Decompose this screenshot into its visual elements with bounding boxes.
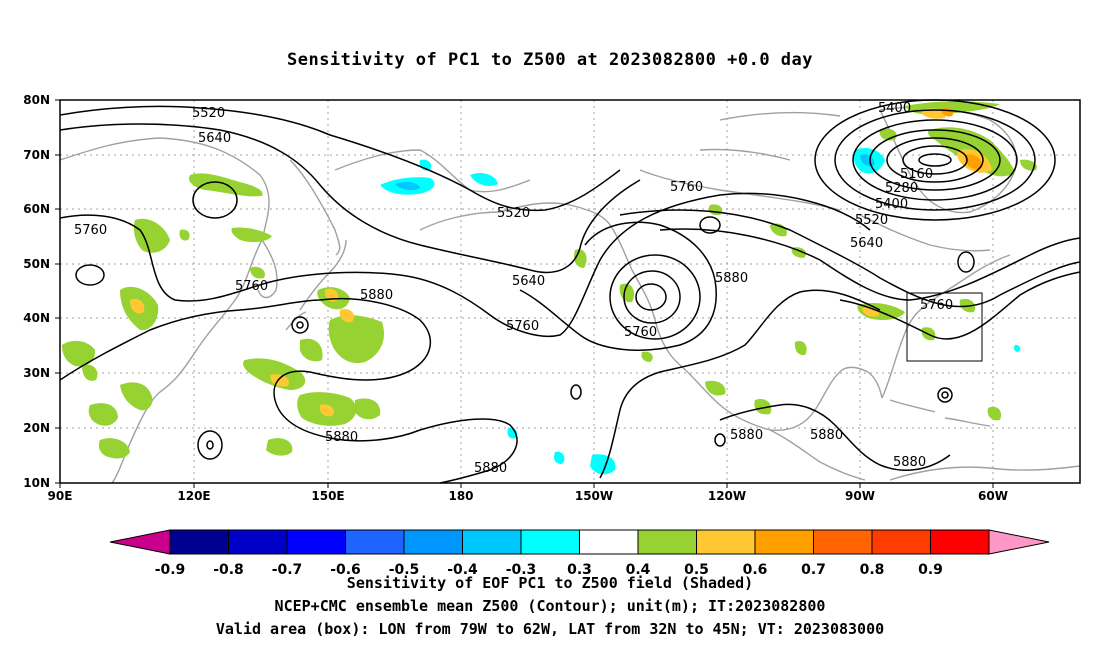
colorbar-segment — [520, 529, 580, 555]
colorbar-segment — [228, 529, 288, 555]
contour-label: 5760 — [235, 279, 268, 294]
colorbar-segment — [403, 529, 463, 555]
contour-label: 5760 — [74, 223, 107, 238]
contour-label: 5400 — [878, 101, 911, 116]
x-tick-label: 60W — [978, 489, 1008, 503]
y-axis-labels: 80N 70N 60N 50N 40N 30N 20N 10N — [23, 93, 50, 490]
valid-area-box — [906, 292, 983, 362]
colorbar-segment — [988, 529, 1050, 555]
colorbar-segment — [754, 529, 814, 555]
contour-label: 5760 — [506, 319, 539, 334]
x-tick-label: 120W — [708, 489, 746, 503]
y-tick-label: 50N — [23, 257, 50, 271]
colorbar-label: 0.3 — [567, 562, 592, 578]
contour-label: 5880 — [730, 428, 763, 443]
caption-valid-area: Valid area (box): LON from 79W to 62W, L… — [215, 620, 885, 638]
contour-labels: 5520 5640 5760 5520 5760 5760 5640 5880 … — [74, 101, 953, 476]
contour-label: 5640 — [512, 274, 545, 289]
contour-label: 5640 — [850, 236, 883, 251]
y-tick-label: 40N — [23, 311, 50, 325]
plot-frame — [59, 99, 1081, 484]
caption-shading: Sensitivity of EOF PC1 to Z500 field (Sh… — [346, 574, 754, 592]
z500-contours — [59, 99, 1081, 484]
colorbar-segment — [930, 529, 990, 555]
colorbar-segment — [696, 529, 756, 555]
x-tick-label: 90W — [845, 489, 875, 503]
colorbar-label: -0.5 — [389, 562, 420, 578]
contour-label: 5880 — [715, 271, 748, 286]
contour-label: 5880 — [360, 288, 393, 303]
colorbar-label: 0.8 — [860, 562, 885, 578]
contour-label: 5520 — [192, 106, 225, 121]
colorbar-segment — [813, 529, 873, 555]
colorbar-segment — [637, 529, 697, 555]
contour-label: 5880 — [474, 461, 507, 476]
plot-area — [60, 100, 1080, 483]
x-tick-label: 150E — [311, 489, 344, 503]
colorbar-label: 0.5 — [684, 562, 709, 578]
y-tick-label: 20N — [23, 421, 50, 435]
contour-label: 5880 — [325, 430, 358, 445]
caption-contour: NCEP+CMC ensemble mean Z500 (Contour); u… — [274, 597, 826, 615]
colorbar-segment — [169, 529, 229, 555]
colorbar-label: -0.7 — [272, 562, 303, 578]
x-tick-label: 180 — [448, 489, 473, 503]
colorbar-label: -0.8 — [213, 562, 244, 578]
colorbar — [109, 529, 1050, 555]
colorbar-label: 0.7 — [801, 562, 826, 578]
y-tick-label: 30N — [23, 366, 50, 380]
y-tick-label: 60N — [23, 202, 50, 216]
contour-label: 5640 — [198, 131, 231, 146]
colorbar-label: 0.6 — [743, 562, 768, 578]
contour-label: 5400 — [875, 197, 908, 212]
contour-label: 5880 — [810, 428, 843, 443]
x-tick-label: 120E — [177, 489, 210, 503]
tick-marks — [55, 99, 994, 488]
contour-label: 5520 — [497, 206, 530, 221]
contour-label: 5760 — [624, 325, 657, 340]
contour-label: 5160 — [900, 167, 933, 182]
colorbar-label: 0.9 — [918, 562, 943, 578]
contour-label: 5280 — [885, 181, 918, 196]
colorbar-label: -0.6 — [330, 562, 361, 578]
colorbar-segment — [579, 529, 639, 555]
y-tick-label: 10N — [23, 476, 50, 490]
x-tick-label: 150W — [575, 489, 613, 503]
x-tick-label: 90E — [48, 489, 73, 503]
colorbar-label: 0.4 — [626, 562, 651, 578]
contour-label: 5880 — [893, 455, 926, 470]
colorbar-segment — [871, 529, 931, 555]
colorbar-label: -0.4 — [447, 562, 478, 578]
y-tick-label: 80N — [23, 93, 50, 107]
plot-title: Sensitivity of PC1 to Z500 at 2023082800… — [286, 50, 813, 70]
grid-lines — [60, 100, 1080, 483]
x-axis-labels: 90E 120E 150E 180 150W 120W 90W 60W — [48, 489, 1008, 503]
contour-label: 5760 — [920, 298, 953, 313]
colorbar-segment — [286, 529, 346, 555]
colorbar-segment — [109, 529, 171, 555]
contour-label: 5760 — [670, 180, 703, 195]
colorbar-segment — [462, 529, 522, 555]
contour-label: 5520 — [855, 213, 888, 228]
colorbar-label: -0.3 — [506, 562, 537, 578]
colorbar-labels: -0.9 -0.8 -0.7 -0.6 -0.5 -0.4 -0.3 0.3 0.4 0.5 0.6… — [155, 562, 943, 578]
colorbar-label: -0.9 — [155, 562, 186, 578]
colorbar-segment — [345, 529, 405, 555]
y-tick-label: 70N — [23, 148, 50, 162]
